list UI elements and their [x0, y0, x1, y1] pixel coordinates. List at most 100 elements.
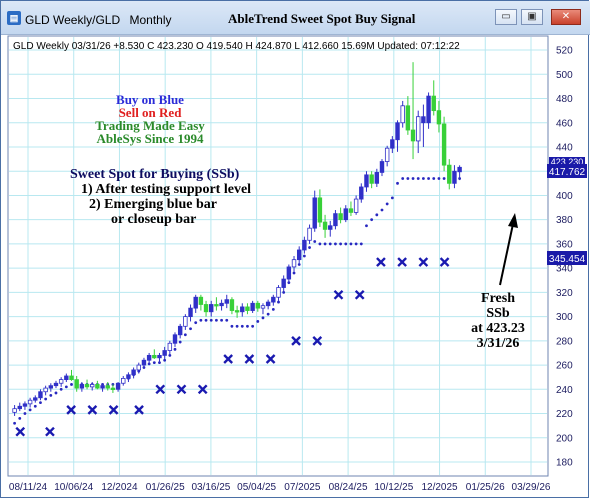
support-x-mark — [376, 257, 386, 267]
fresh-line-1: Fresh — [481, 291, 515, 306]
y-tick-label: 360 — [556, 239, 573, 250]
stop-dot — [49, 393, 53, 397]
support-x-mark — [265, 354, 276, 364]
y-tick-label: 400 — [556, 191, 573, 202]
stop-dot — [339, 242, 342, 246]
candle-body — [126, 374, 131, 379]
x-tick-label: 03/29/26 — [512, 482, 551, 493]
candle-body — [255, 302, 261, 309]
candle-body — [105, 385, 110, 389]
candle-body — [353, 198, 359, 213]
signal-arrow-head — [508, 213, 518, 228]
support-x-mark — [397, 257, 407, 267]
y-tick-label: 260 — [556, 361, 573, 372]
stop-dot — [416, 177, 420, 180]
candle-body — [89, 384, 95, 388]
stop-dot — [396, 181, 399, 185]
support-x-mark — [312, 335, 323, 346]
stop-dot — [152, 361, 156, 365]
price-tag-hidden: 423.230 — [549, 157, 585, 167]
stop-dot — [246, 324, 249, 328]
ssb-line-1: 1) After testing support level — [81, 182, 251, 197]
stop-dot — [266, 312, 270, 316]
stop-dot — [442, 177, 446, 180]
candle-body — [177, 325, 183, 336]
support-x-mark — [15, 426, 26, 437]
candle-body — [291, 259, 297, 268]
price-tag-stop: 345.454 — [547, 251, 587, 265]
x-tick-label: 07/2025 — [284, 482, 321, 493]
y-tick-label: 340 — [556, 264, 573, 275]
y-tick-label: 220 — [556, 409, 573, 420]
stop-dot — [28, 408, 32, 412]
candle-body — [95, 384, 100, 389]
candle-body — [27, 399, 33, 405]
stop-dot — [64, 385, 68, 389]
fresh-line-2: SSb — [486, 306, 510, 321]
x-tick-label: 03/16/25 — [191, 482, 230, 493]
support-x-marks — [15, 257, 450, 437]
stop-dot — [437, 177, 441, 180]
stop-dot — [178, 340, 182, 344]
candle-body — [38, 391, 43, 399]
candle-body — [188, 307, 193, 318]
y-tick-label: 300 — [556, 312, 573, 323]
candle-body — [17, 405, 22, 410]
support-x-mark — [66, 405, 77, 415]
fresh-line-3: at 423.23 — [471, 321, 525, 336]
fresh-line-4: 3/31/26 — [477, 336, 520, 351]
candle-body — [457, 166, 462, 173]
candle-body — [426, 95, 431, 124]
legend-since: AbleSys Since 1994 — [97, 131, 204, 146]
tab-weekly[interactable]: GLD Weekly/GLD — [25, 13, 121, 27]
candle-body — [157, 354, 162, 359]
stop-dot — [168, 353, 172, 357]
stop-dot — [54, 391, 58, 395]
candle-body — [141, 359, 147, 366]
candle-body — [307, 227, 312, 241]
minimize-button[interactable]: ▭ — [495, 9, 517, 25]
stop-dot — [251, 324, 255, 328]
candle-body — [447, 164, 452, 184]
tab-monthly[interactable]: Monthly — [129, 13, 172, 27]
y-tick-label: 440 — [556, 142, 573, 153]
y-tick-label: 500 — [556, 70, 573, 81]
candle-body — [281, 278, 286, 288]
stop-dot — [282, 290, 286, 294]
candle-body — [286, 266, 292, 280]
stop-dot — [370, 218, 374, 222]
candle-body — [110, 387, 116, 390]
stop-dot — [199, 318, 203, 322]
candle-body — [390, 139, 395, 149]
stop-dot — [432, 177, 436, 180]
candle-body — [343, 208, 348, 221]
candle-body — [219, 302, 224, 307]
window-title: AbleTrend Sweet Spot Buy Signal — [228, 11, 416, 26]
candle-body — [260, 305, 266, 309]
ssb-heading: Sweet Spot for Buying (SSb) — [70, 167, 240, 182]
stop-dot — [225, 318, 229, 322]
y-tick-label: 180 — [556, 458, 573, 469]
candle-body — [43, 387, 48, 393]
candle-body — [240, 306, 245, 313]
support-x-mark — [223, 354, 234, 364]
support-x-mark — [134, 405, 144, 415]
stop-dot — [385, 202, 389, 206]
candle-body — [229, 299, 235, 311]
stop-dot — [39, 401, 42, 405]
stop-dot — [344, 242, 348, 246]
close-button[interactable]: ✕ — [551, 9, 581, 25]
stop-dot — [313, 240, 317, 243]
stop-dot — [380, 208, 384, 212]
support-x-mark — [45, 426, 55, 437]
y-tick-label: 240 — [556, 385, 573, 396]
stop-dot — [204, 318, 208, 322]
support-x-mark — [197, 384, 208, 395]
stop-dot — [359, 242, 363, 246]
candle-body — [379, 161, 385, 173]
stop-dot — [70, 383, 73, 386]
candle-body — [234, 310, 240, 313]
restore-button[interactable]: ▣ — [521, 9, 543, 25]
stop-dot — [33, 404, 37, 408]
